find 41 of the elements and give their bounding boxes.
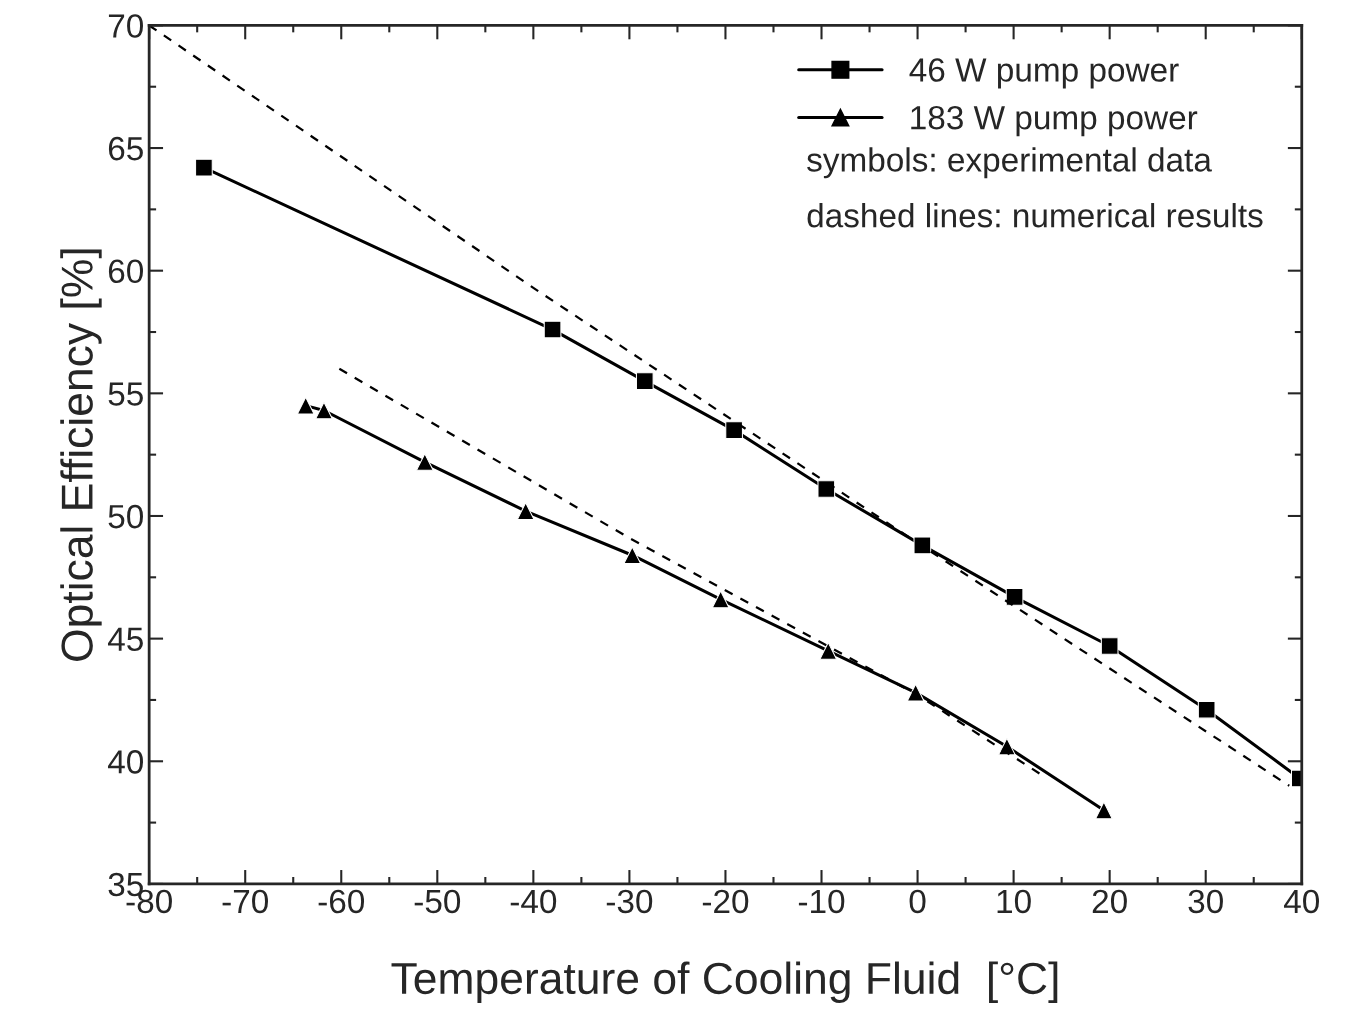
y-tick-label: 40	[107, 750, 143, 774]
x-axis-title: Temperature of Cooling Fluid [°C]	[391, 961, 1058, 1003]
point	[1005, 588, 1024, 606]
x-tick-label: -10	[798, 889, 845, 914]
point	[296, 396, 315, 415]
y-tick-label: 55	[108, 382, 143, 406]
x-tick-label: 0	[909, 889, 926, 914]
x-tick-label: 10	[997, 889, 1031, 914]
point	[195, 158, 213, 177]
x-tick-label: -60	[318, 889, 365, 914]
x-tick-label: 40	[1283, 889, 1319, 914]
y-tick-label: 70	[108, 14, 143, 38]
x-tick-label: -70	[222, 889, 268, 914]
y-tick-label: 45	[107, 627, 143, 652]
x-tick-label: -20	[702, 889, 749, 914]
annotation: symbols: experimental data	[807, 147, 1212, 179]
x-tick-label: -30	[606, 889, 653, 914]
x-tick-label: -40	[510, 889, 557, 914]
point	[711, 590, 730, 609]
point	[1197, 700, 1216, 719]
point	[1095, 801, 1113, 820]
point	[543, 320, 562, 339]
point	[415, 453, 434, 471]
y-tick-label: 65	[108, 136, 143, 161]
annotation: dashed lines: numerical results	[807, 203, 1263, 228]
y-tick-label: 50	[108, 504, 143, 529]
y-tick-label: 60	[108, 259, 143, 284]
point	[623, 546, 642, 565]
point	[635, 372, 654, 390]
legend-label: 46 W pump power	[909, 58, 1179, 89]
x-tick-label: -50	[414, 889, 461, 914]
point	[725, 421, 743, 439]
x-tick-label: 20	[1092, 889, 1127, 914]
point	[817, 480, 836, 498]
y-axis-title: Optical Efficiency [%]	[60, 249, 102, 661]
point	[315, 401, 333, 420]
point	[1100, 637, 1119, 655]
point	[819, 642, 838, 660]
x-tick-label: 30	[1188, 889, 1223, 914]
legend-label: 183 W pump power	[911, 105, 1198, 137]
point	[516, 502, 535, 520]
